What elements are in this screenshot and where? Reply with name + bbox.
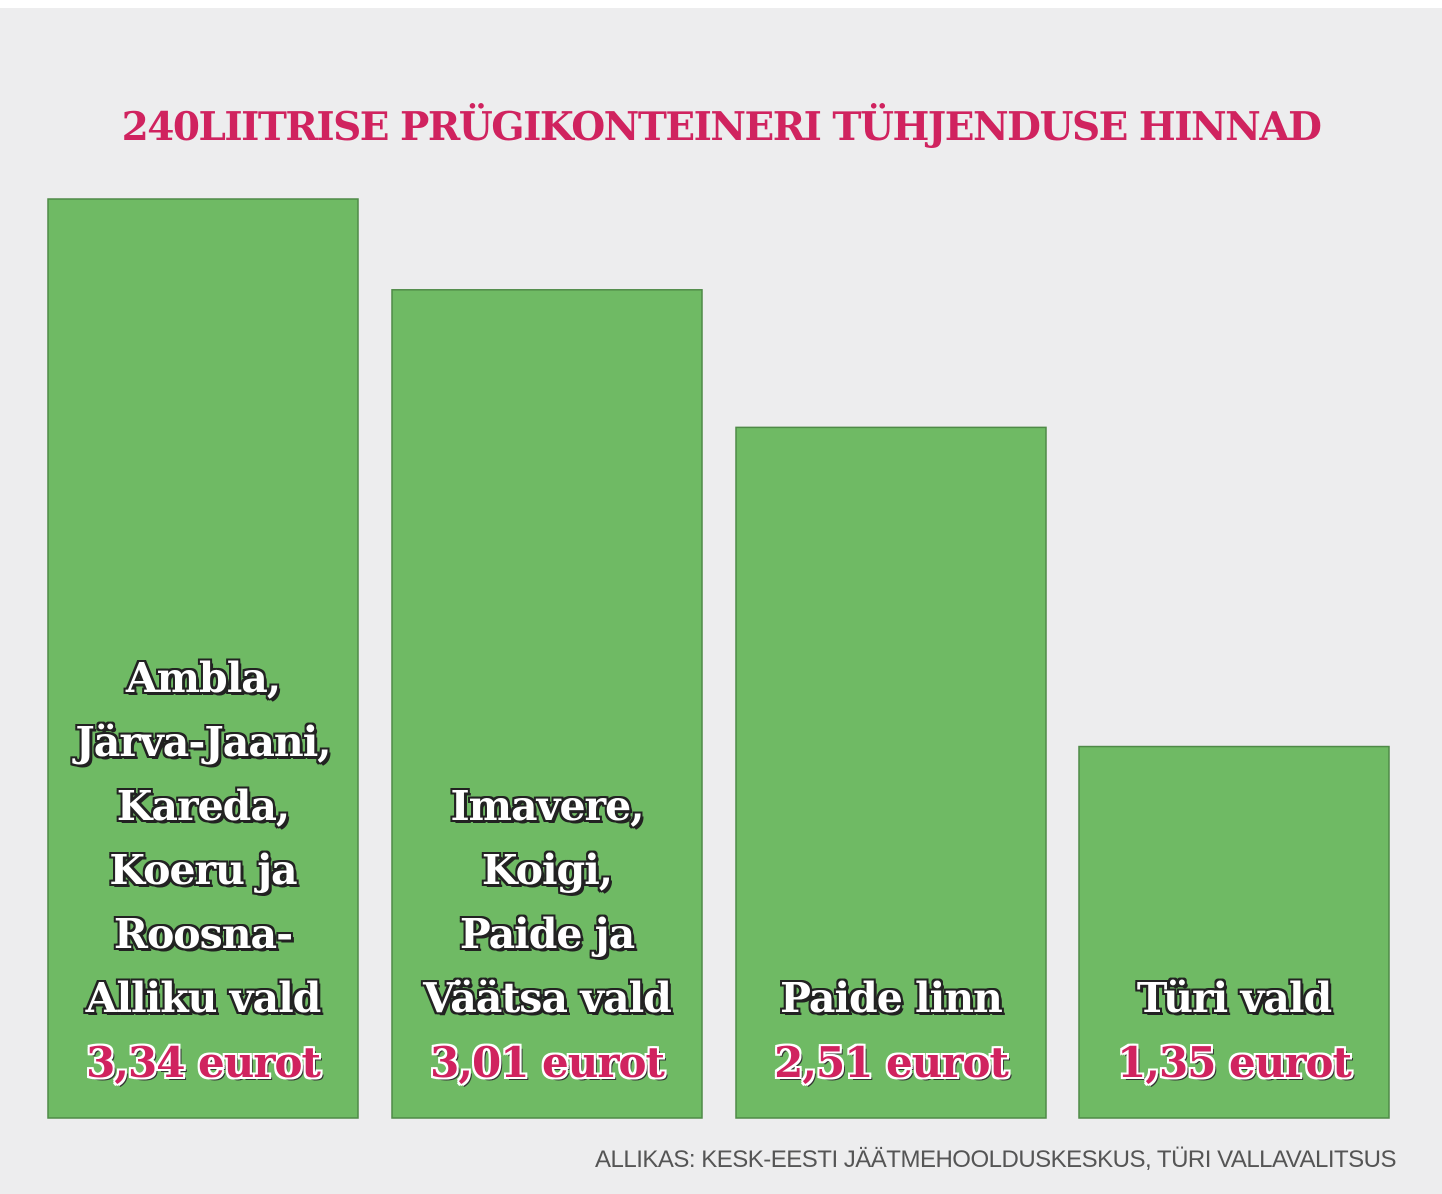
bar-value-label: 1,35 eurot	[1117, 1038, 1352, 1087]
bar-value-label: 2,51 eurot	[774, 1038, 1009, 1087]
bar-category-label: Paide linn	[780, 974, 1003, 1022]
bar-value-label: 3,01 eurot	[430, 1038, 665, 1087]
bar-2	[391, 289, 703, 1119]
bar-4	[1078, 745, 1390, 1119]
chart-title: 240LIITRISE PRÜGIKONTEINERI TÜHJENDUSE H…	[121, 104, 1322, 150]
bar-value-label: 3,34 eurot	[86, 1038, 321, 1087]
chart-source: ALLIKAS: KESK-EESTI JÄÄTMEHOOLDUSKESKUS,…	[595, 1146, 1396, 1173]
bar-1	[47, 198, 359, 1119]
bar-3	[735, 426, 1047, 1119]
bar-category-label: Imavere, Koigi, Paide ja Väätsa vald	[423, 782, 672, 1022]
bar-category-label: Ambla, Järva-Jaani, Kareda, Koeru ja Roo…	[75, 654, 331, 1022]
bar-category-label: Türi vald	[1136, 974, 1332, 1022]
